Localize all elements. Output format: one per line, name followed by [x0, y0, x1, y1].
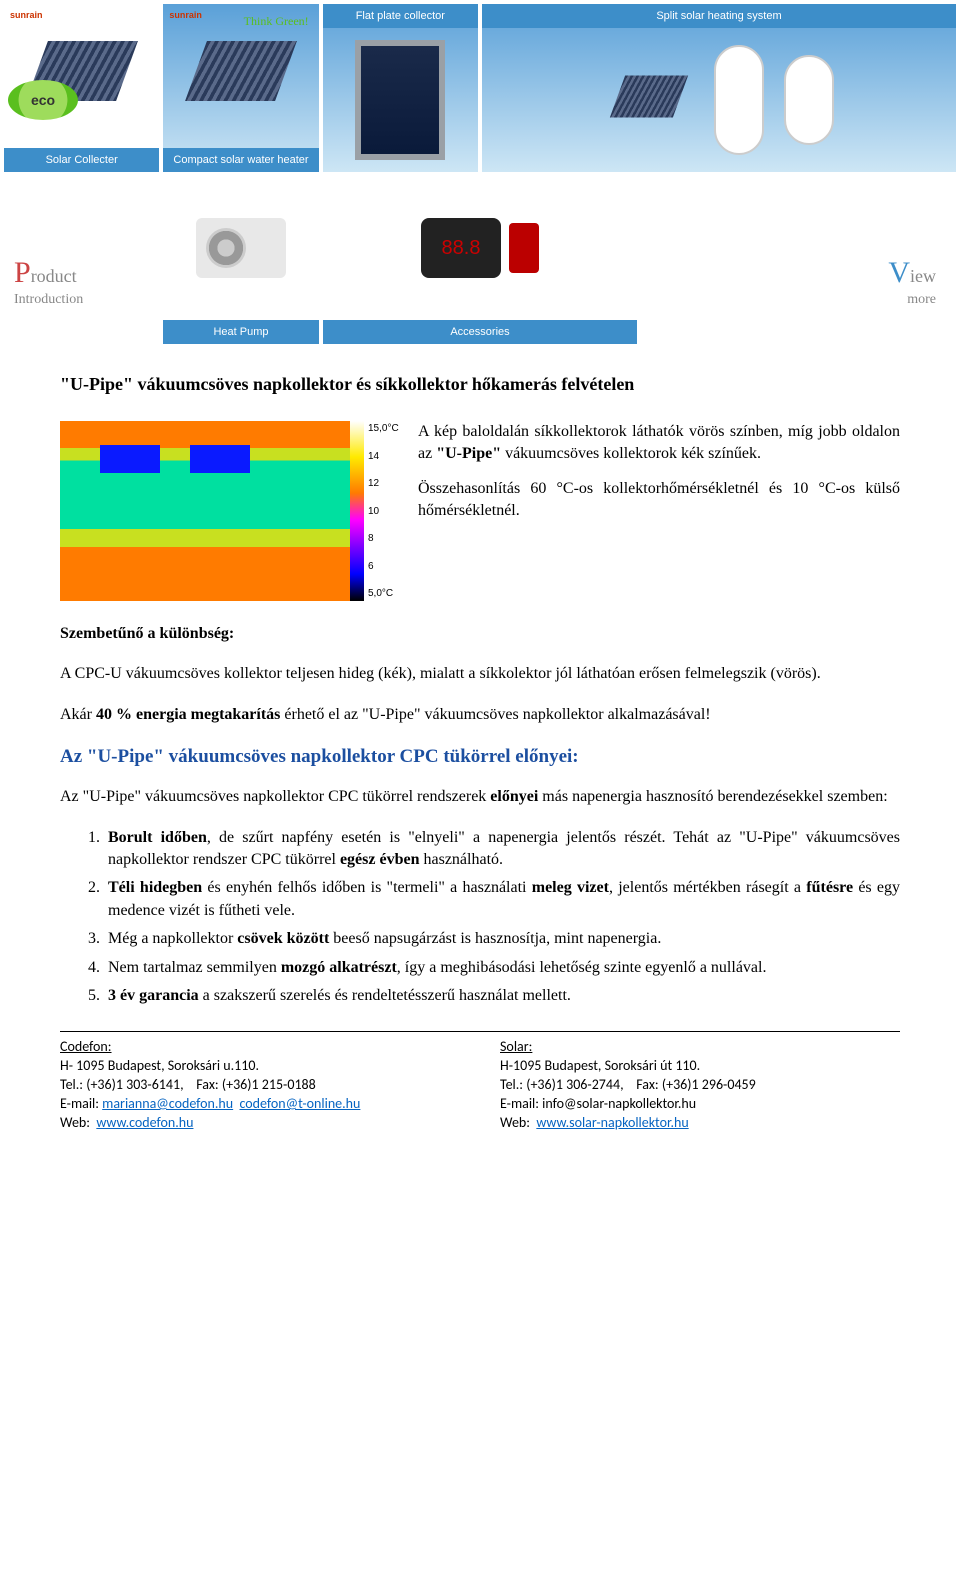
blue-section-title: Az "U-Pipe" vákuumcsöves napkollektor CP…: [60, 746, 900, 768]
paragraph-cpc: A CPC-U vákuumcsöves kollektor teljesen …: [60, 663, 900, 685]
product-art: [482, 28, 956, 172]
product-art: 88.8: [323, 176, 638, 320]
product-label: Split solar heating system: [482, 4, 956, 28]
view-more-title: View more: [888, 256, 936, 308]
advantages-list: Borult időben, de szűrt napfény esetén i…: [104, 827, 900, 1008]
product-cell-heat-pump: Heat Pump: [163, 176, 318, 344]
page-body: "U-Pipe" vákuumcsöves napkollektor és sí…: [0, 374, 960, 1163]
product-art: eco: [4, 4, 159, 148]
section-title-thermal: "U-Pipe" vákuumcsöves napkollektor és sí…: [60, 374, 900, 395]
eco-badge-icon: eco: [8, 80, 78, 120]
controller-icon: 88.8: [421, 218, 501, 278]
thermal-image: 15,0°C 14 12 10 8 6 5,0°C: [60, 421, 400, 601]
product-cell-accessories: 88.8 Accessories: [323, 176, 638, 344]
footer-email-link[interactable]: marianna@codefon.hu: [102, 1095, 233, 1112]
page-footer: Codefon: H- 1095 Budapest, Soroksári u.1…: [60, 1031, 900, 1132]
footer-phone-line: Tel.: (+36)1 303-6141, Fax: (+36)1 215-0…: [60, 1076, 460, 1095]
thermal-scale-bar: [350, 421, 364, 601]
footer-web-link[interactable]: www.solar-napkollektor.hu: [536, 1114, 688, 1131]
product-cell-split-system: Split solar heating system: [482, 4, 956, 172]
subhead-difference: Szembetűnő a különbség:: [60, 623, 900, 645]
product-label: Heat Pump: [163, 320, 318, 344]
product-label: Compact solar water heater: [163, 148, 318, 172]
footer-address: H-1095 Budapest, Soroksári út 110.: [500, 1057, 900, 1076]
product-label: Accessories: [323, 320, 638, 344]
product-grid: sunrain eco Solar Collecter sunrain Thin…: [4, 4, 956, 344]
solar-tube-icon: [196, 41, 286, 111]
footer-company: Solar:: [500, 1038, 532, 1055]
product-label: Solar Collecter: [4, 148, 159, 172]
footer-address: H- 1095 Budapest, Soroksári u.110.: [60, 1057, 460, 1076]
thermal-p1: A kép baloldalán síkkollektorok láthatók…: [418, 421, 900, 464]
footer-email-line: E-mail: marianna@codefon.hu codefon@t-on…: [60, 1095, 460, 1114]
product-intro-title: Product Introduction: [14, 256, 83, 308]
footer-web-line: Web: www.solar-napkollektor.hu: [500, 1114, 900, 1133]
list-item: 3 év garancia a szakszerű szerelés és re…: [104, 985, 900, 1007]
thermal-scale: 15,0°C 14 12 10 8 6 5,0°C: [350, 421, 400, 601]
thermal-scale-ticks: 15,0°C 14 12 10 8 6 5,0°C: [364, 421, 400, 601]
product-cell-solar-collector: sunrain eco Solar Collecter: [4, 4, 159, 172]
product-cell-flat-plate: Flat plate collector: [323, 4, 478, 172]
solar-tube-icon: [617, 76, 680, 125]
product-art: [163, 176, 318, 320]
thermal-comparison-row: 15,0°C 14 12 10 8 6 5,0°C A kép baloldal…: [60, 421, 900, 601]
footer-web-link[interactable]: www.codefon.hu: [96, 1114, 193, 1131]
tank-icon: [784, 55, 834, 145]
footer-email-link[interactable]: codefon@t-online.hu: [240, 1095, 361, 1112]
footer-email-line: E-mail: info@solar-napkollektor.hu: [500, 1095, 900, 1114]
footer-col-solar: Solar: H-1095 Budapest, Soroksári út 110…: [500, 1038, 900, 1132]
list-item: Borult időben, de szűrt napfény esetén i…: [104, 827, 900, 872]
footer-web-line: Web: www.codefon.hu: [60, 1114, 460, 1133]
footer-col-codefon: Codefon: H- 1095 Budapest, Soroksári u.1…: [60, 1038, 460, 1132]
list-item: Téli hidegben és enyhén felhős időben is…: [104, 877, 900, 922]
footer-phone-line: Tel.: (+36)1 306-2744, Fax: (+36)1 296-0…: [500, 1076, 900, 1095]
product-art: [323, 28, 478, 172]
expansion-vessel-icon: [509, 223, 539, 273]
list-item: Nem tartalmaz semmilyen mozgó alkatrészt…: [104, 957, 900, 979]
thermal-p2: Összehasonlítás 60 °C-os kollektorhőmérs…: [418, 478, 900, 521]
tank-icon: [714, 45, 764, 155]
product-art: [163, 4, 318, 148]
footer-email: info@solar-napkollektor.hu: [542, 1095, 696, 1112]
thermal-building-graphic: [60, 421, 350, 601]
flat-panel-icon: [355, 40, 445, 160]
footer-company: Codefon:: [60, 1038, 112, 1055]
paragraph-40pct: Akár 40 % energia megtakarítás érhető el…: [60, 704, 900, 726]
product-cell-intro: Product Introduction .: [4, 176, 159, 344]
product-cell-compact-heater: sunrain Think Green! Compact solar water…: [163, 4, 318, 172]
list-item: Még a napkollektor csövek között beeső n…: [104, 928, 900, 950]
product-label: Flat plate collector: [323, 4, 478, 28]
product-cell-view-more[interactable]: View more .: [641, 176, 956, 344]
thermal-description: A kép baloldalán síkkollektorok láthatók…: [418, 421, 900, 601]
paragraph-intro: Az "U-Pipe" vákuumcsöves napkollektor CP…: [60, 786, 900, 808]
heat-pump-icon: [196, 218, 286, 278]
